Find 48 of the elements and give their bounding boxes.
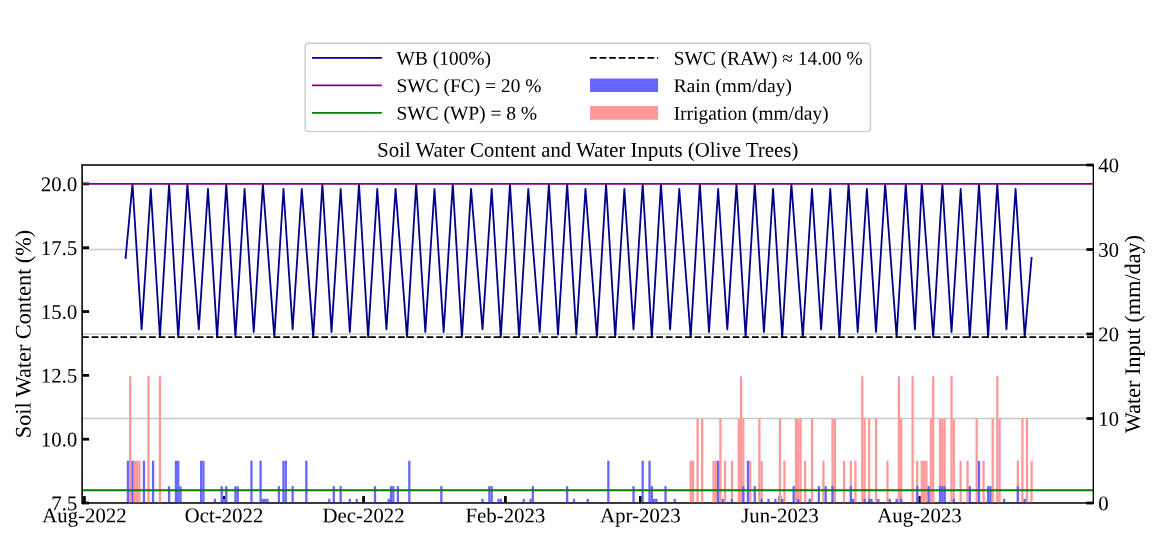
y-tick-label: 12.5 <box>42 368 77 383</box>
line-series <box>124 182 1033 338</box>
y2-tick-label: 10 <box>1100 411 1119 426</box>
y-tick-label: 17.5 <box>42 241 77 256</box>
y2-tick-label: 20 <box>1099 327 1119 342</box>
bar <box>950 376 953 504</box>
y2-axis-title: Water Input (mm/day) <box>1124 235 1145 434</box>
bar <box>774 498 777 504</box>
bar <box>863 498 866 504</box>
x-tick-label: Jun-2023 <box>741 508 818 523</box>
chart-title: Soil Water Content and Water Inputs (Olive Trees) <box>378 142 798 162</box>
y-tick-label: 10.0 <box>42 432 77 447</box>
legend-label: WB (100%) <box>396 51 491 69</box>
legend-label: SWC (RAW) ≈ 14.00 % <box>674 51 862 69</box>
x-tick-label: Apr-2023 <box>600 508 680 527</box>
bar <box>259 460 262 504</box>
bar <box>982 460 985 504</box>
bar <box>854 460 857 504</box>
x-tick-label: Aug-2023 <box>877 508 961 527</box>
bar <box>911 376 914 504</box>
bar <box>966 460 969 504</box>
bar <box>1030 460 1033 504</box>
bar <box>822 460 825 504</box>
bar <box>760 498 763 504</box>
y-axis-title: Soil Water Content (%) <box>15 230 36 437</box>
x-tick-label: Dec-2022 <box>323 508 404 523</box>
bar <box>719 418 722 504</box>
bar <box>250 460 253 504</box>
bar <box>1021 418 1024 504</box>
bar <box>648 460 651 504</box>
legend-label: Irrigation (mm/day) <box>674 106 828 124</box>
legend-label: SWC (FC) = 20 % <box>397 78 541 97</box>
bar <box>767 498 770 504</box>
x-tick-label: Feb-2023 <box>466 507 545 523</box>
x-tick-label: Oct-2022 <box>185 508 263 523</box>
y2-tick-label: 40 <box>1098 158 1119 173</box>
legend-label: SWC (WP) = 8 % <box>397 106 537 124</box>
bar <box>783 460 786 504</box>
legend-label: Rain (mm/day) <box>674 78 792 97</box>
bar <box>147 376 150 504</box>
y-tick-label: 20.0 <box>41 177 77 192</box>
y2-tick-label: 0 <box>1099 496 1108 511</box>
bar <box>895 498 898 504</box>
y2-tick-label: 30 <box>1099 242 1119 257</box>
y-tick-label: 15.0 <box>42 304 77 320</box>
bar <box>886 460 889 504</box>
bar <box>696 418 699 504</box>
bar <box>481 498 484 504</box>
